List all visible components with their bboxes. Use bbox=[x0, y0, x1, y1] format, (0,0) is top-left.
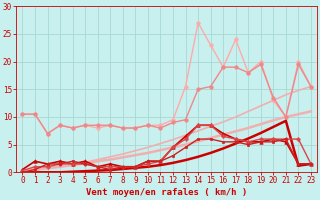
X-axis label: Vent moyen/en rafales ( km/h ): Vent moyen/en rafales ( km/h ) bbox=[86, 188, 247, 197]
